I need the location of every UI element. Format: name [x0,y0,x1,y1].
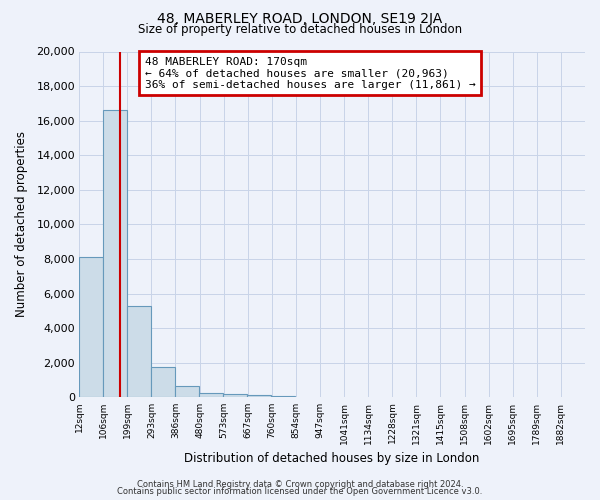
Bar [199,392,223,398]
Text: 48, MABERLEY ROAD, LONDON, SE19 2JA: 48, MABERLEY ROAD, LONDON, SE19 2JA [157,12,443,26]
Bar [79,258,103,398]
Bar [151,367,175,398]
Text: Contains public sector information licensed under the Open Government Licence v3: Contains public sector information licen… [118,487,482,496]
Bar [271,396,295,398]
Bar [247,395,271,398]
Text: Size of property relative to detached houses in London: Size of property relative to detached ho… [138,22,462,36]
Text: 48 MABERLEY ROAD: 170sqm
← 64% of detached houses are smaller (20,963)
36% of se: 48 MABERLEY ROAD: 170sqm ← 64% of detach… [145,56,476,90]
Text: Contains HM Land Registry data © Crown copyright and database right 2024.: Contains HM Land Registry data © Crown c… [137,480,463,489]
Bar [127,306,151,398]
Bar [223,394,247,398]
Y-axis label: Number of detached properties: Number of detached properties [15,132,28,318]
Bar [103,110,127,398]
Bar [175,386,199,398]
X-axis label: Distribution of detached houses by size in London: Distribution of detached houses by size … [184,452,480,465]
